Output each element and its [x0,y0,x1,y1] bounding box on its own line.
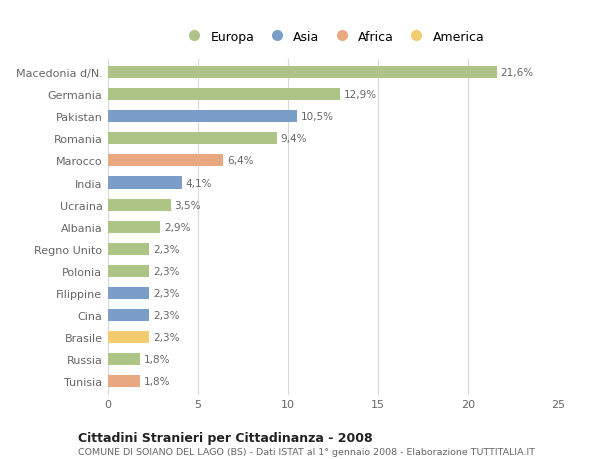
Text: 12,9%: 12,9% [344,90,377,100]
Bar [108,133,277,145]
Text: Cittadini Stranieri per Cittadinanza - 2008: Cittadini Stranieri per Cittadinanza - 2… [78,431,373,444]
Bar [108,221,160,233]
Text: 2,3%: 2,3% [153,266,179,276]
Bar [108,155,223,167]
Bar [108,199,171,211]
Bar [108,287,149,299]
Text: 1,8%: 1,8% [144,354,170,364]
Bar [108,67,497,79]
Legend: Europa, Asia, Africa, America: Europa, Asia, Africa, America [176,26,490,49]
Text: 3,5%: 3,5% [175,200,201,210]
Text: 10,5%: 10,5% [301,112,334,122]
Text: 2,3%: 2,3% [153,310,179,320]
Text: 6,4%: 6,4% [227,156,253,166]
Bar [108,331,149,343]
Text: 9,4%: 9,4% [281,134,307,144]
Bar [108,243,149,255]
Bar [108,177,182,189]
Text: 2,3%: 2,3% [153,244,179,254]
Text: 21,6%: 21,6% [500,68,533,78]
Text: 2,9%: 2,9% [164,222,190,232]
Bar [108,265,149,277]
Text: 4,1%: 4,1% [185,178,212,188]
Bar [108,375,140,387]
Bar [108,353,140,365]
Text: 1,8%: 1,8% [144,376,170,386]
Bar [108,309,149,321]
Text: COMUNE DI SOIANO DEL LAGO (BS) - Dati ISTAT al 1° gennaio 2008 - Elaborazione TU: COMUNE DI SOIANO DEL LAGO (BS) - Dati IS… [78,448,535,457]
Bar [108,111,297,123]
Bar [108,89,340,101]
Text: 2,3%: 2,3% [153,332,179,342]
Text: 2,3%: 2,3% [153,288,179,298]
